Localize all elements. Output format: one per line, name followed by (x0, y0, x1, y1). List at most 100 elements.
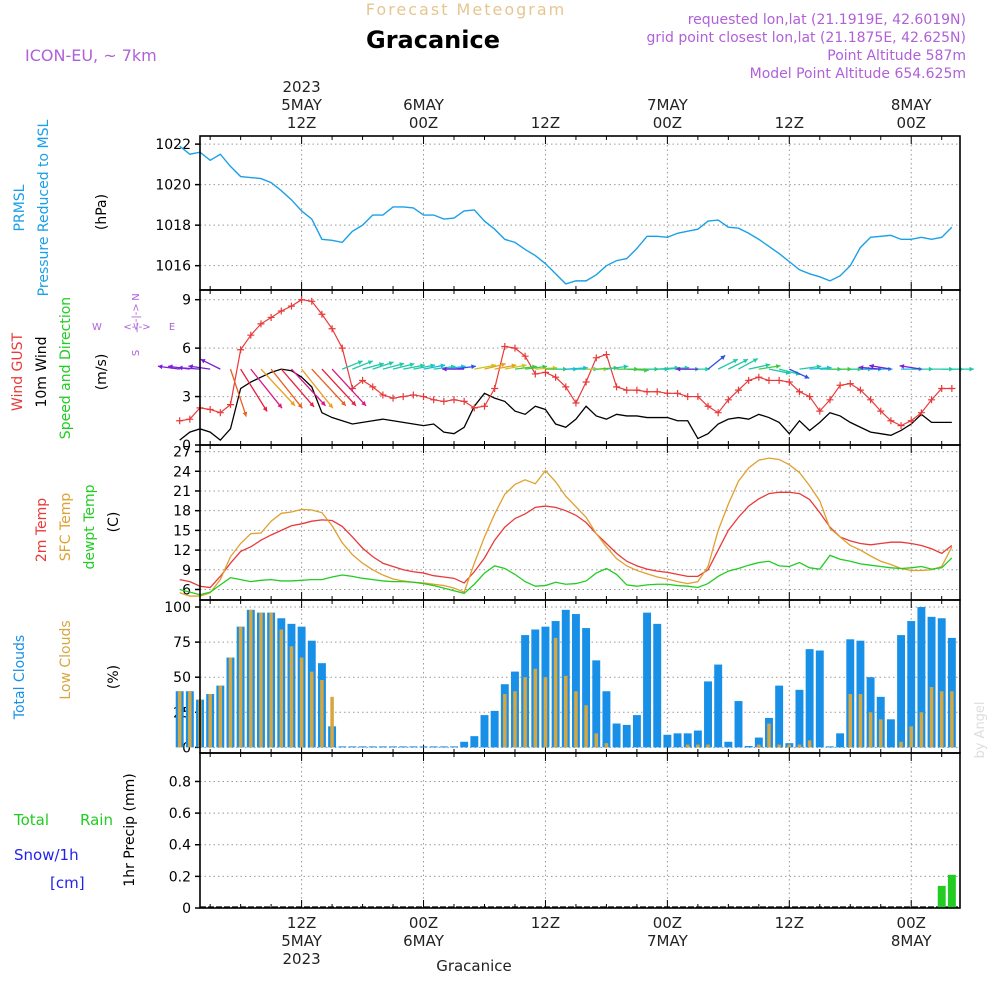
gust-point (623, 386, 631, 394)
precip-cm-label: [cm] (50, 874, 85, 892)
wind-arrow-head (277, 403, 283, 409)
pressure-unit: (hPa) (94, 194, 110, 230)
precip-ytick-label-4: 0.8 (169, 774, 191, 790)
total-cloud-bar (927, 616, 936, 748)
pressure-ytick-label-3: 1022 (155, 137, 191, 153)
low-cloud-bar (564, 675, 568, 748)
low-cloud-bar (899, 741, 903, 748)
temperature-ytick-label-1: 9 (182, 563, 191, 579)
gust-point (694, 393, 702, 401)
wind-arrow-head (858, 365, 864, 371)
gust-point (846, 380, 854, 388)
bottom-time-label: 00Z (653, 914, 682, 932)
low-cloud-bar (238, 626, 243, 748)
low-cloud-bar (269, 612, 273, 748)
low-cloud-label: Low Clouds (58, 620, 74, 699)
wind-arrow-head (309, 402, 315, 407)
wind-arrow-head (262, 406, 268, 412)
low-cloud-bar (594, 733, 599, 748)
low-cloud-bar (513, 691, 517, 748)
gust-point (592, 354, 600, 362)
gust-point (369, 383, 377, 391)
total-cloud-bar (724, 741, 733, 748)
wind-frame (199, 289, 961, 446)
wind-arrow-head (399, 362, 405, 367)
total-cloud-bar (825, 746, 834, 748)
model-altitude: Model Point Altitude 654.625m (750, 66, 966, 82)
wind-dir-label: Speed and Direction (58, 297, 74, 439)
gust-point (785, 378, 793, 386)
gust-point (531, 370, 539, 378)
wind-arrow-head (388, 361, 394, 366)
total-cloud-bar (602, 691, 611, 748)
low-cloud-bar (807, 740, 812, 748)
gust-point (420, 393, 428, 401)
cloud-unit: (%) (106, 665, 122, 689)
total-cloud-bar (846, 639, 855, 748)
wind-arrow-head (200, 359, 206, 364)
wind-arrow (331, 368, 367, 407)
compass-south: S (131, 350, 142, 356)
rain-bar (947, 874, 956, 908)
location-title: Gracanice (366, 26, 500, 54)
dewpt-line (179, 554, 953, 596)
low-cloud-bar (696, 744, 700, 748)
low-cloud-bar (604, 743, 609, 748)
low-cloud-bar (208, 694, 212, 748)
gust-point (450, 396, 458, 404)
footer-location: Gracanice (436, 957, 512, 975)
low-cloud-bar (848, 694, 853, 748)
bottom-time-label: 6MAY (403, 932, 445, 950)
wind-arrow-head (720, 355, 726, 360)
bottom-time-label: 12Z (287, 914, 316, 932)
low-cloud-bar (797, 744, 802, 748)
gust-point (684, 393, 692, 401)
wind-arrow-head (765, 363, 771, 368)
gust-point (938, 384, 946, 392)
top-time-label: 00Z (897, 114, 926, 132)
total-cloud-bar (683, 733, 692, 748)
low-cloud-bar (767, 723, 771, 748)
wind-arrow-head (675, 366, 681, 372)
gust-point (257, 320, 265, 328)
low-cloud-bar (757, 744, 761, 748)
total-cloud-bar (805, 649, 814, 748)
temperature-ytick-label-3: 15 (173, 523, 191, 539)
low-cloud-bar (685, 744, 690, 748)
total-cloud-bar (653, 623, 662, 748)
low-cloud-bar (787, 744, 792, 748)
temperature-ytick-label-0: 6 (182, 582, 191, 598)
gust-point (897, 422, 905, 430)
gust-point (287, 302, 295, 310)
low-cloud-bar (939, 691, 944, 748)
gust-point (562, 383, 570, 391)
low-cloud-bar (228, 657, 233, 748)
total-cloud-bar (612, 723, 621, 748)
total-cloud-bar (663, 734, 672, 748)
gust-point (643, 388, 651, 396)
total-cloud-bar (592, 660, 601, 748)
wind-10m-line (179, 368, 952, 442)
gust-point (247, 331, 255, 339)
wind-arrow (280, 368, 315, 408)
gust-point (237, 346, 245, 354)
total-cloud-bar (389, 746, 398, 748)
precip-snow-label: Snow/1h (14, 846, 79, 864)
top-time-label: 7MAY (647, 96, 689, 114)
wind-compass: N <-|-> S W <-|-> E (92, 293, 175, 356)
bottom-time-label: 2023 (283, 950, 321, 968)
wind-arrow-head (367, 360, 373, 365)
panel-pressure: 1016 1018 1020 1022 (155, 135, 961, 291)
wind-arrow-head (328, 403, 333, 409)
top-time-label: 8MAY (891, 96, 933, 114)
wind-arrow (321, 368, 357, 407)
low-cloud-bar (330, 696, 334, 748)
wind-arrow-head (869, 363, 874, 369)
gust-point (186, 415, 194, 423)
gust-point (511, 344, 519, 352)
gust-point (318, 310, 326, 318)
precip-rain-label: Rain (80, 811, 113, 829)
